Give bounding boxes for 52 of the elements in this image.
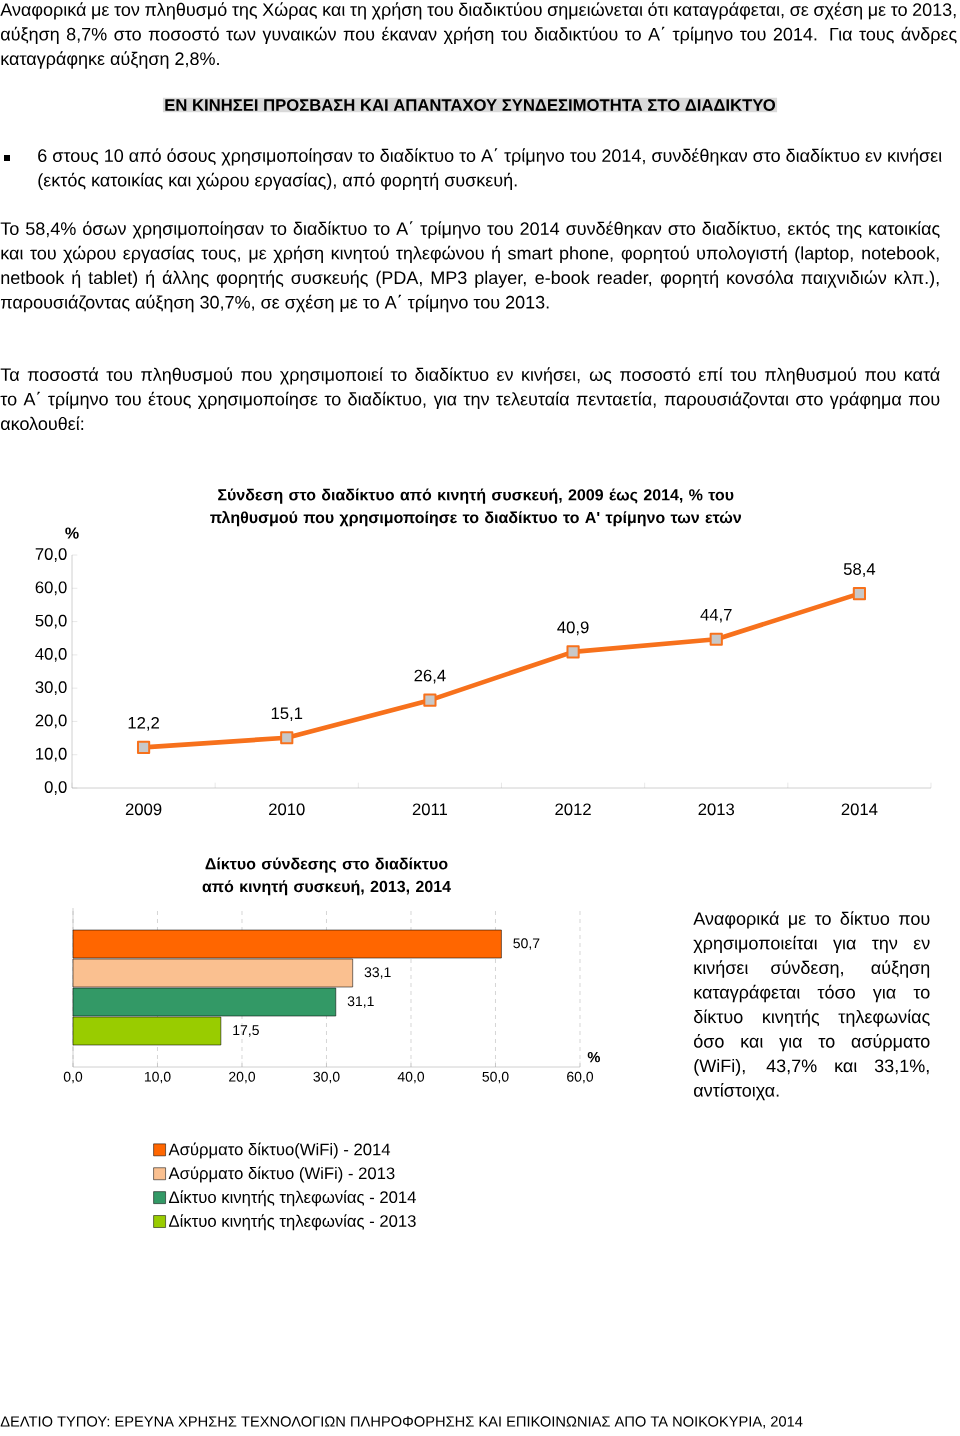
point — [280, 731, 294, 745]
text: ΔΕΛΤΙΟ ΤΥΠΟΥ: ΕΡΕΥΝΑ ΧΡΗΣΗΣ ΤΕΧΝΟΛΟΓΙΩΝ ΠΛΗΡΟΦΟΡΗΣΗΣ ΚΑΙ ΕΠΙΚΟΙΝΩΝΙΑΣ ΑΠΟ ΤΑ ΝΟΙΚΟΚΥΡΙΑ, 2014 — [0, 1416, 803, 1429]
x-tick-label: 0,0 — [63, 1071, 83, 1084]
y-tick-label: 60,0 — [35, 581, 67, 596]
x-axis-title: % — [587, 1051, 601, 1063]
data-label: 26,4 — [414, 669, 446, 684]
data-label: 31,1 — [347, 996, 374, 1008]
y-tick-label: 50,0 — [35, 614, 67, 629]
point — [852, 587, 867, 601]
text: Αναφορικά με το δίκτυο που χρησιμοποιείται για την εν κινήσει σύνδεση, αύξηση καταγράφεται τόσο για το δίκτυο κινητής τηλεφωνίας όσο και για το ασύρματο (WiFi), 43,7% και 33,1%, αντίστοιχα. — [693, 911, 930, 1101]
x-tick-label: 20,0 — [229, 1071, 256, 1084]
text: ΕΝ ΚΙΝΗΣΕΙ ΠΡΟΣΒΑΣΗ ΚΑΙ ΑΠΑΝΤΑΧΟΥ ΣΥΝΔΕΣΙΜΟΤΗΤΑ ΣΤΟ ΔΙΑΔΙΚΤΥΟ — [165, 99, 776, 111]
x-tick-label: 10,0 — [144, 1071, 171, 1084]
data-label: 44,7 — [700, 608, 732, 623]
x-tick-label: 2011 — [412, 803, 448, 816]
x-tick-label: 2009 — [125, 803, 162, 816]
data-label: 12,2 — [128, 716, 159, 731]
x-tick-label: 30,0 — [313, 1071, 340, 1084]
x-tick-label: 2012 — [555, 803, 591, 816]
x-tick-label: 60,0 — [567, 1071, 594, 1084]
data-label: 50,7 — [513, 938, 540, 950]
legend-label: Ασύρματο δίκτυο (WiFi) - 2013 — [168, 1166, 395, 1183]
y-tick-label: 30,0 — [35, 681, 67, 696]
text: Τα ποσοστά του πληθυσμού που χρησιμοποιεί το διαδίκτυο εν κινήσει, ως ποσοστό επί του πληθυσμού που κατά το Α΄ τρίμηνο του έτους χρησιμοποίησε το διαδίκτυο, για την τελευταία πενταετία, παρουσιάζονται στο γράφημα που ακολουθεί: — [0, 367, 940, 431]
y-axis-title: % — [65, 527, 79, 539]
y-tick-label: 70,0 — [35, 548, 67, 562]
legend-label: Δίκτυο κινητής τηλεφωνίας - 2013 — [169, 1214, 416, 1231]
data-label: 40,9 — [557, 621, 589, 636]
y-tick-label: 20,0 — [35, 714, 67, 729]
text: Το 58,4% όσων χρησιμοποίησαν το διαδίκτυο το Α΄ τρίμηνο του 2014 συνδέθηκαν στο διαδίκτυο, εκτός της κατοικίας και του χώρου εργασίας τους, με χρήση κινητού τηλεφώνου ή smart phone, φορητού υπολογιστή (laptop, notebook, netbook ή tablet) ή άλλης φορητής συσκευής (PDA, MP3 player, e-book reader, φορητή κονσόλα παιχνιδιών κλπ.), παρουσιάζοντας αύξηση 30,7%, σε σχέση με το Α΄ τρίμηνο του 2013. — [0, 221, 940, 313]
x-tick-label: 2013 — [698, 803, 735, 816]
x-tick-label: 2010 — [269, 803, 305, 816]
x-tick-label: 40,0 — [397, 1071, 425, 1084]
data-label: 15,1 — [271, 707, 303, 722]
data-label: 33,1 — [364, 967, 391, 979]
y-tick-label: 40,0 — [35, 648, 67, 662]
point — [566, 645, 580, 659]
y-tick-label: 10,0 — [36, 747, 67, 762]
point — [423, 693, 437, 707]
point — [136, 740, 151, 754]
x-tick-label: 50,0 — [482, 1071, 509, 1084]
legend-label: Ασύρματο δίκτυο(WiFi) - 2014 — [168, 1142, 391, 1159]
chart-title: Σύνδεση στο διαδίκτυο από κινητή συσκευή, 2009 έως 2014, % του πληθυσμού που χρησιμοποίησε το διαδίκτυο το Α' τρίμηνο των ετών — [210, 488, 741, 527]
chart-title: Δίκτυο σύνδεσης στο διαδίκτυο από κινητή συσκευή, 2013, 2014 — [202, 857, 451, 896]
y-tick-label: 0,0 — [44, 781, 67, 795]
text: 6 στους 10 από όσους χρησιμοποίησαν το διαδίκτυο το Α΄ τρίμηνο του 2014, συνδέθηκαν στο διαδίκτυο εν κινήσει (εκτός κατοικίας και χώρου εργασίας), από φορητή συσκευή. — [38, 148, 942, 191]
legend-label: Δίκτυο κινητής τηλεφωνίας - 2014 — [169, 1190, 416, 1207]
text: Αναφορικά με τον πληθυσμό της Χώρας και τη χρήση του διαδικτύου σημειώνεται ότι καταγράφεται, σε σχέση με το 2013, αύξηση 8,7% στο ποσοστό των γυναικών που έκαναν χρήση του διαδικτύου το Α΄ τρίμηνο του 2014. Για τους άνδρες καταγράφηκε αύξηση 2,8%. — [0, 2, 957, 69]
x-tick-label: 2014 — [841, 803, 878, 816]
point — [709, 632, 723, 646]
data-label: 58,4 — [843, 563, 876, 577]
data-label: 17,5 — [233, 1025, 259, 1037]
